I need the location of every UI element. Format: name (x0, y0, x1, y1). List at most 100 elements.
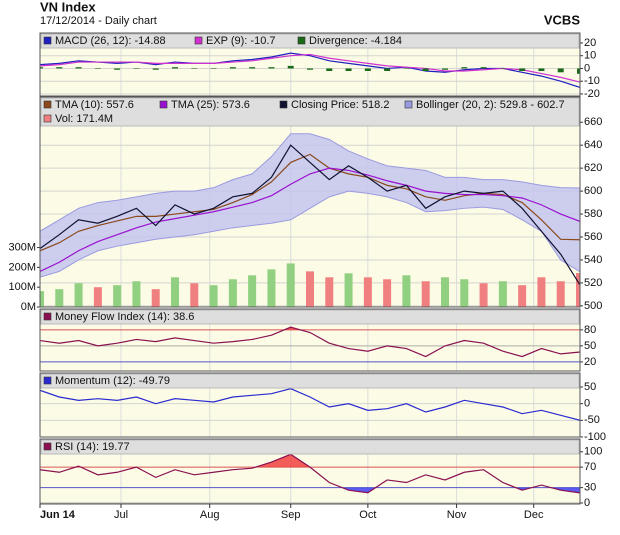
volume-bar (93, 287, 102, 307)
legend-swatch (159, 100, 168, 109)
volume-bar (113, 285, 122, 307)
legend-strip (40, 439, 580, 455)
histogram-bar (557, 68, 564, 73)
legend-swatch (43, 100, 52, 109)
volume-bar (306, 271, 314, 307)
y-tick-label: 520 (584, 277, 602, 289)
series-line (40, 153, 580, 252)
legend-label: Momentum (12): -49.79 (55, 375, 170, 387)
x-tick-label: Sep (281, 509, 301, 521)
y2-tick-label: 200M (8, 261, 36, 273)
band-edge (40, 190, 580, 278)
volume-bar (151, 289, 160, 307)
y-tick-label: 20 (584, 37, 596, 49)
y-tick-label: 540 (584, 254, 602, 266)
y-tick-label: 500 (584, 300, 602, 312)
panel-frame (39, 96, 581, 308)
volume-bar (286, 263, 295, 307)
histogram-bar (114, 68, 121, 70)
histogram-bar (172, 67, 178, 69)
volume-bar (209, 285, 218, 307)
legend-label: Divergence: -4.184 (309, 35, 402, 47)
x-tick-label: Aug (200, 509, 220, 521)
legend-swatch (43, 312, 52, 321)
volume-bar (537, 277, 546, 307)
volume-bar (55, 289, 64, 307)
y-tick-label: 620 (584, 162, 602, 174)
y-tick-label: 600 (584, 185, 602, 197)
legend-label: MACD (26, 12): -14.88 (55, 35, 166, 47)
x-tick-label: Nov (447, 509, 467, 521)
volume-bar (228, 279, 237, 307)
volume-bar (171, 277, 179, 307)
histogram-bar (384, 68, 391, 72)
legend-swatch (194, 36, 203, 45)
volume-bar (363, 277, 372, 307)
histogram-bar (133, 68, 140, 69)
histogram-bar (249, 67, 256, 69)
y-tick-label: 100 (584, 446, 602, 458)
series-line (40, 144, 580, 286)
x-tick-label: Jun 14 (40, 509, 76, 521)
histogram-bar (403, 68, 410, 69)
y-tick-label: 30 (584, 482, 596, 494)
y-tick-label: 20 (584, 356, 596, 368)
volume-bar (132, 281, 141, 307)
legend-swatch (43, 114, 52, 123)
chart-title: VN Index (40, 0, 96, 14)
legend-strip (40, 33, 580, 49)
volume-bar (479, 283, 488, 307)
volume-bar (40, 291, 44, 307)
y-tick-label: -20 (584, 88, 600, 100)
y-tick-label: -10 (584, 75, 600, 87)
y-tick-label: 640 (584, 139, 602, 151)
volume-bar (556, 281, 565, 307)
legend-swatch (297, 36, 306, 45)
legend-label: Bollinger (20, 2): 529.8 - 602.7 (416, 99, 565, 111)
legend-strip (40, 373, 580, 389)
histogram-bar (56, 67, 63, 69)
volume-bar (498, 281, 507, 307)
histogram-bar (191, 68, 198, 69)
y-tick-label: 560 (584, 231, 602, 243)
legend-swatch (404, 100, 413, 109)
y-tick-label: 0 (584, 398, 590, 410)
histogram-bar (94, 68, 101, 69)
band-edge (40, 133, 580, 232)
histogram-bar (442, 68, 448, 70)
volume-bar (190, 283, 199, 307)
histogram-bar (519, 68, 526, 72)
plot (40, 97, 580, 307)
y-tick-label: 70 (584, 461, 596, 473)
legend-label: Closing Price: 518.2 (291, 99, 389, 111)
histogram-bar (40, 67, 43, 69)
threshold-fill (40, 487, 580, 493)
histogram-bar (210, 68, 217, 69)
legend-swatch (43, 36, 52, 45)
x-tick-label: Jul (114, 509, 128, 521)
histogram-bar (345, 68, 352, 72)
y2-tick-label: 300M (8, 241, 36, 253)
histogram-bar (326, 68, 333, 72)
volume-bar (344, 273, 353, 307)
histogram-bar (461, 67, 468, 69)
legend-label: TMA (10): 557.6 (55, 99, 134, 111)
band-fill (40, 133, 580, 278)
panel-frame (39, 308, 581, 372)
legend-swatch (279, 100, 288, 109)
panel-frame (39, 372, 581, 438)
legend-label: TMA (25): 573.6 (171, 99, 250, 111)
volume-bar (576, 273, 580, 307)
volume-bar (421, 281, 430, 307)
y2-tick-label: 100M (8, 281, 36, 293)
volume-bar (74, 283, 83, 307)
histogram-bar (499, 68, 506, 69)
volume-bar (518, 285, 527, 307)
legend-label: Vol: 171.4M (55, 113, 113, 125)
series-line (40, 167, 580, 272)
volume-bar (441, 277, 449, 307)
volume-bar (402, 275, 411, 307)
brand: VCBS (544, 12, 580, 27)
legend-strip (40, 309, 580, 325)
